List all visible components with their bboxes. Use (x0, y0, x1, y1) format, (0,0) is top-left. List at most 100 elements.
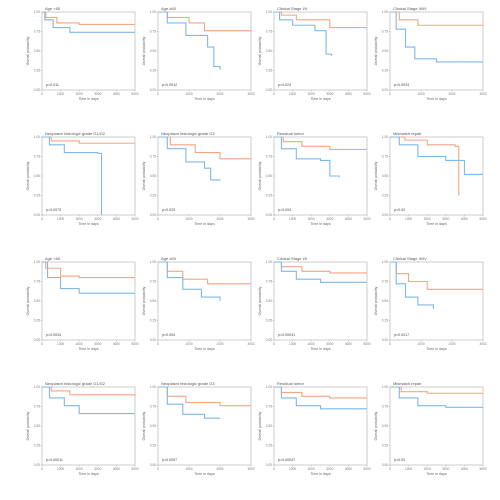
y-tick-label: 0.25 (150, 444, 156, 448)
x-tick-label: 3000 (247, 92, 254, 96)
plot-frame (157, 386, 252, 466)
y-tick-label: 1.00 (34, 135, 40, 139)
x-tick-label: 3000 (247, 217, 254, 221)
x-tick-label: 4000 (345, 342, 352, 346)
x-tick-label: 0 (273, 92, 275, 96)
y-tick-label: 0.75 (382, 30, 388, 34)
y-tick-label: 0.50 (34, 299, 40, 303)
y-tick-label: 0.25 (150, 69, 156, 73)
low-risk-curve (390, 11, 483, 63)
plot-frame (41, 11, 136, 91)
plot-frame (157, 261, 252, 341)
x-tick-label: 0 (389, 217, 391, 221)
y-axis-label: Overall probability (142, 161, 146, 190)
x-tick-label: 0 (157, 467, 159, 471)
y-tick-label: 0.25 (34, 194, 40, 198)
y-axis-label: Overall probability (374, 411, 378, 440)
p-value-label: p=0.00047 (278, 458, 295, 462)
y-tick-label: 0.75 (150, 405, 156, 409)
x-tick-label: 3000 (479, 342, 486, 346)
x-tick-label: 1000 (185, 342, 192, 346)
y-tick-label: 0.50 (150, 49, 156, 53)
y-tick-label: 0.75 (382, 280, 388, 284)
x-tick-label: 0 (273, 217, 275, 221)
km-panel: 0.00 0.25 0.50 0.75 1.00 0 1000 2000 3000 4000 500… (26, 381, 139, 476)
plot-frame (273, 261, 368, 341)
y-tick-label: 0.25 (382, 319, 388, 323)
x-tick-label: 3000 (247, 467, 254, 471)
x-tick-label: 4000 (345, 92, 352, 96)
y-tick-label: 0.25 (34, 319, 40, 323)
y-tick-label: 1.00 (150, 260, 156, 264)
high-risk-curve (42, 136, 135, 144)
km-panel: 0.00 0.25 0.50 0.75 1.00 0 1000 2000 3000 4000 500… (26, 256, 139, 351)
y-tick-label: 0.75 (266, 405, 272, 409)
panel-title: Age <65 (45, 256, 61, 261)
y-tick-label: 0.25 (266, 69, 272, 73)
x-tick-label: 4000 (113, 92, 120, 96)
x-tick-label: 4000 (113, 217, 120, 221)
x-tick-label: 1000 (185, 92, 192, 96)
y-tick-label: 0.75 (150, 280, 156, 284)
y-tick-label: 1.00 (382, 260, 388, 264)
x-axis-label: Time in days (310, 347, 330, 351)
p-value-label: p=0.0012 (162, 83, 177, 87)
x-tick-label: 0 (41, 342, 43, 346)
x-tick-label: 0 (157, 217, 159, 221)
y-tick-label: 0.75 (34, 405, 40, 409)
p-value-label: p=0.024 (278, 83, 291, 87)
y-axis-label: Overall probability (374, 36, 378, 65)
y-tick-label: 0.00 (266, 213, 272, 217)
y-axis-label: Overall probability (142, 36, 146, 65)
y-tick-label: 0.25 (382, 444, 388, 448)
p-value-label: p=0.02 (394, 208, 405, 212)
x-axis-label: Time in days (426, 222, 446, 226)
x-tick-label: 2000 (308, 342, 315, 346)
x-axis-label: Time in days (426, 472, 446, 476)
p-value-label: p=0.004 (278, 208, 291, 212)
x-tick-label: 1000 (57, 217, 64, 221)
x-tick-label: 0 (273, 342, 275, 346)
y-tick-label: 0.50 (34, 424, 40, 428)
x-tick-label: 0 (41, 467, 43, 471)
x-tick-label: 1000 (185, 217, 192, 221)
y-tick-label: 0.25 (266, 444, 272, 448)
y-tick-label: 0.50 (150, 299, 156, 303)
x-axis-label: Time in days (78, 472, 98, 476)
x-axis-label: Time in days (310, 97, 330, 101)
x-tick-label: 5000 (479, 217, 486, 221)
y-tick-label: 0.00 (382, 213, 388, 217)
y-tick-label: 0.50 (382, 424, 388, 428)
km-panel: 0.00 0.25 0.50 0.75 1.00 0 1000 2000 3000 4000 500… (374, 381, 487, 476)
x-tick-label: 3000 (247, 342, 254, 346)
p-value-label: p=0.011 (46, 83, 59, 87)
x-tick-label: 1000 (57, 342, 64, 346)
high-risk-curve (42, 11, 135, 26)
x-tick-label: 5000 (131, 467, 138, 471)
y-tick-label: 1.00 (382, 135, 388, 139)
x-tick-label: 4000 (345, 217, 352, 221)
x-tick-label: 5000 (479, 467, 486, 471)
y-tick-label: 0.25 (34, 444, 40, 448)
x-tick-label: 3000 (94, 467, 101, 471)
panel-title: Neoplasm histologic grade G3 (161, 381, 215, 386)
x-tick-label: 0 (157, 342, 159, 346)
km-panel: 0.00 0.25 0.50 0.75 1.00 0 1000 2000 3000 Age ≥65… (142, 6, 255, 101)
high-risk-curve (42, 386, 136, 397)
x-axis-label: Time in days (426, 347, 446, 351)
x-tick-label: 4000 (345, 467, 352, 471)
x-tick-label: 5000 (363, 342, 370, 346)
low-risk-curve (42, 261, 135, 294)
x-tick-label: 2000 (448, 342, 455, 346)
x-tick-label: 3000 (326, 342, 333, 346)
y-axis-label: Overall probability (26, 161, 30, 190)
x-tick-label: 2000 (308, 217, 315, 221)
y-tick-label: 0.25 (266, 194, 272, 198)
panel-title: Clinical Stage I/II (277, 6, 307, 11)
high-risk-curve (42, 261, 135, 279)
low-risk-curve (390, 386, 483, 408)
y-tick-label: 0.75 (150, 155, 156, 159)
y-tick-label: 1.00 (382, 10, 388, 14)
y-tick-label: 0.75 (150, 30, 156, 34)
